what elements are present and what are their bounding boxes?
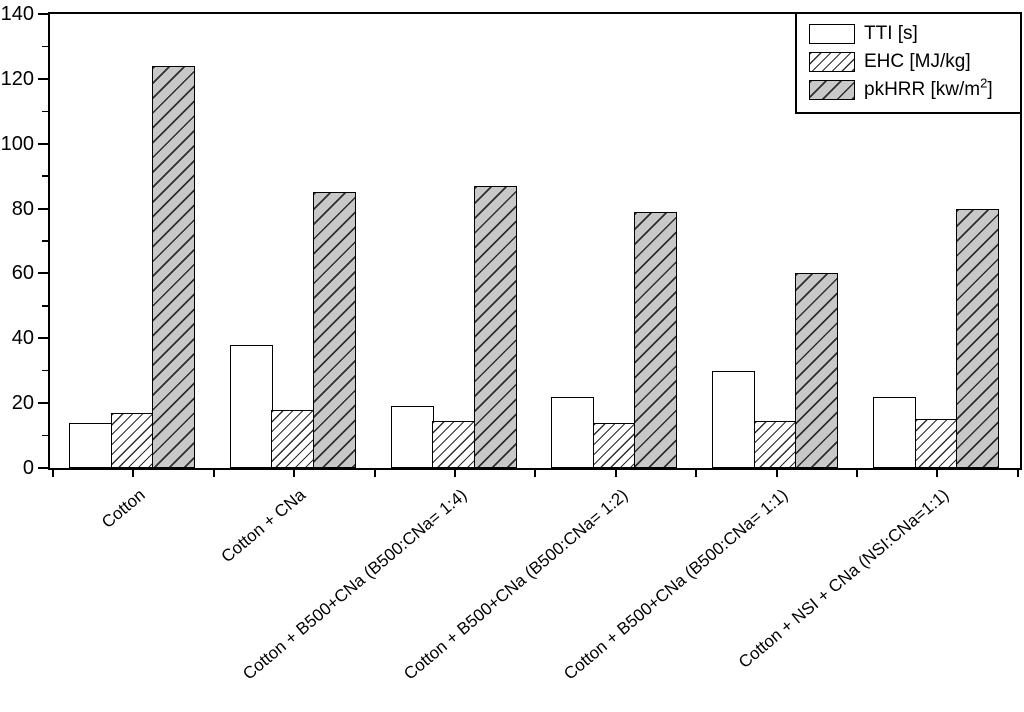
y-axis-tick [38, 272, 48, 275]
bar-ehc [753, 420, 797, 468]
legend-item: EHC [MJ/kg] [797, 48, 1020, 76]
y-axis-tick [38, 142, 48, 145]
y-axis-minor-tick [42, 240, 48, 242]
y-axis-minor-tick [42, 175, 48, 177]
x-axis-tick [856, 468, 858, 477]
y-axis-tick [38, 467, 48, 469]
x-axis-tick [132, 468, 135, 477]
bar-pkhrr [312, 192, 356, 468]
y-axis-label: 100 [0, 132, 34, 155]
x-axis-tick [936, 468, 939, 477]
y-axis-tick [38, 402, 48, 405]
bar-tti [390, 406, 434, 468]
x-axis-label: Cotton + CNa [217, 485, 310, 567]
bar-ehc [110, 412, 154, 468]
x-axis-tick [775, 468, 778, 477]
x-axis-label: Cotton [97, 485, 149, 532]
legend-item: TTI [s] [797, 20, 1020, 48]
bar-tti [873, 396, 916, 468]
bar-pkhrr [473, 185, 517, 468]
legend: TTI [s] EHC [MJ/kg] pkHRR [kw/m2] [795, 12, 1022, 114]
legend-swatch-tti [809, 24, 855, 44]
x-axis-tick [1016, 468, 1019, 477]
y-axis-label: 140 [0, 3, 34, 25]
legend-item: pkHRR [kw/m2] [797, 76, 1020, 104]
legend-swatch-pkhrr [809, 80, 855, 100]
bar-ehc [271, 409, 315, 468]
bar-pkhrr [956, 208, 999, 468]
bar-pkhrr [152, 65, 195, 468]
y-axis-label: 80 [11, 197, 34, 220]
bar-pkhrr [634, 211, 678, 468]
y-axis-tick [38, 77, 48, 80]
bar-ehc [432, 420, 476, 468]
y-axis-label: 60 [11, 262, 34, 285]
bar-ehc [914, 419, 958, 468]
y-axis-label: 0 [22, 457, 34, 479]
y-axis-label: 20 [11, 392, 34, 415]
bar-tti [69, 422, 112, 468]
bar-tti [712, 370, 756, 468]
x-axis-tick [293, 468, 296, 477]
y-axis-minor-tick [42, 369, 48, 372]
bar-pkhrr [795, 273, 839, 468]
bar-ehc [592, 422, 636, 468]
x-axis-tick [695, 468, 698, 477]
y-axis-minor-tick [42, 305, 48, 307]
bar-tti [551, 396, 595, 468]
legend-item-label: TTI [s] [864, 23, 918, 44]
x-axis-tick [373, 468, 376, 477]
y-axis-minor-tick [42, 110, 48, 113]
y-axis-minor-tick [42, 45, 48, 48]
y-axis-label: 120 [0, 67, 34, 90]
y-axis-tick [38, 13, 48, 15]
x-axis-tick [534, 468, 537, 477]
y-axis-tick [38, 207, 48, 210]
x-axis-tick [614, 468, 617, 477]
y-axis-minor-tick [42, 434, 48, 437]
y-axis-tick [38, 337, 48, 340]
legend-item-label: pkHRR [kw/m2] [864, 75, 993, 100]
legend-item-label: EHC [MJ/kg] [864, 51, 971, 72]
x-axis-tick [212, 468, 215, 477]
legend-swatch-ehc [809, 52, 855, 72]
y-axis-label: 40 [11, 327, 34, 350]
x-axis-tick [52, 468, 54, 477]
bar-tti [229, 344, 273, 468]
x-axis-tick [454, 468, 456, 477]
